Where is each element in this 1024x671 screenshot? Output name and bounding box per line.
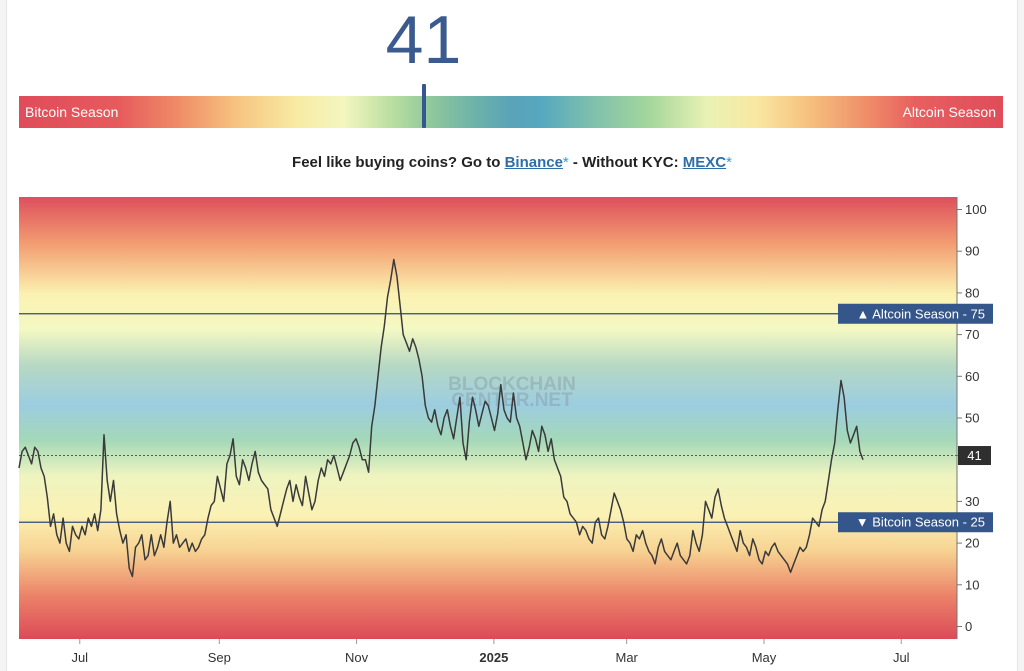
mexc-link[interactable]: MEXC <box>682 154 727 171</box>
plot-background <box>19 197 957 639</box>
y-tick-label: 30 <box>965 494 979 509</box>
x-tick-label: Nov <box>345 650 369 665</box>
page-frame-right <box>1017 0 1024 671</box>
altcoin-season-chart: BLOCKCHAIN CENTER.NET 100908075706050413… <box>18 197 993 665</box>
x-tick-label: May <box>752 650 777 665</box>
x-tick-label: Mar <box>615 650 638 665</box>
bitcoin-season-tag-label: ▼ Bitcoin Season - 25 <box>856 515 985 530</box>
x-tick-label: Sep <box>208 650 231 665</box>
watermark-line1: BLOCKCHAIN <box>448 374 576 395</box>
gauge-label-bitcoin-season: Bitcoin Season <box>25 104 119 120</box>
promo-text: Feel like buying coins? Go to Binance* -… <box>0 154 1024 171</box>
page-frame-left <box>0 0 7 671</box>
altcoin-season-tag <box>838 303 993 324</box>
binance-link[interactable]: Binance <box>504 154 563 171</box>
mexc-asterisk: * <box>726 154 732 171</box>
y-tick-label: 80 <box>965 285 979 300</box>
y-tick-label: 0 <box>965 619 972 634</box>
binance-asterisk: * <box>562 154 569 171</box>
promo-prefix: Feel like buying coins? Go to <box>292 154 505 171</box>
altcoin-season-tag-label: ▲ Altcoin Season - 75 <box>857 306 986 321</box>
season-gauge-bar: Bitcoin Season Altcoin Season <box>19 96 1003 128</box>
y-tick-label: 60 <box>965 369 979 384</box>
current-value-tag-label: 41 <box>967 448 981 463</box>
y-tick-label: 90 <box>965 244 979 259</box>
promo-middle: - Without KYC: <box>568 154 683 171</box>
x-tick-label: Jul <box>893 650 910 665</box>
y-tick-label: 20 <box>965 536 979 551</box>
gauge-label-altcoin-season: Altcoin Season <box>902 104 996 120</box>
x-tick-label: Jul <box>71 650 88 665</box>
y-tick-label: 100 <box>965 202 987 217</box>
y-tick-label: 70 <box>965 327 979 342</box>
x-tick-label: 2025 <box>479 650 508 665</box>
gauge-marker <box>422 84 426 128</box>
altcoin-index-series-line <box>18 258 864 578</box>
y-tick-label: 50 <box>965 411 979 426</box>
current-value-tag <box>958 446 991 466</box>
bitcoin-season-tag <box>838 512 993 533</box>
y-tick-label: 10 <box>965 577 979 592</box>
index-value: 41 <box>385 2 462 78</box>
